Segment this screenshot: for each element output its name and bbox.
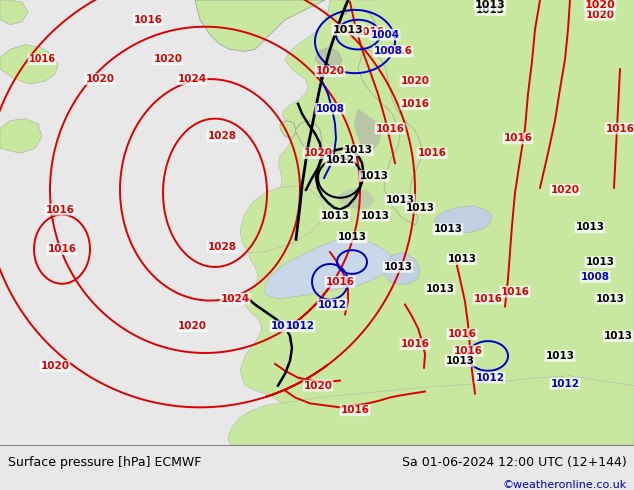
Text: 1012: 1012 xyxy=(476,373,505,383)
Bar xyxy=(380,0,634,247)
Polygon shape xyxy=(230,0,634,445)
Text: 1020: 1020 xyxy=(178,321,207,331)
Text: 1020: 1020 xyxy=(304,148,332,158)
Text: 1016: 1016 xyxy=(48,244,77,254)
Polygon shape xyxy=(240,186,325,252)
Polygon shape xyxy=(0,119,42,153)
Polygon shape xyxy=(0,45,58,84)
Text: 1013: 1013 xyxy=(337,232,366,242)
Text: 1008: 1008 xyxy=(373,47,403,56)
Text: 1012: 1012 xyxy=(271,321,299,331)
Text: 1020: 1020 xyxy=(585,0,616,10)
Polygon shape xyxy=(195,0,325,51)
Text: 1016: 1016 xyxy=(375,123,404,134)
Polygon shape xyxy=(385,252,420,285)
Text: 1020: 1020 xyxy=(586,10,614,20)
Text: 1013: 1013 xyxy=(385,195,415,205)
Polygon shape xyxy=(228,376,634,445)
Text: 1016: 1016 xyxy=(448,329,477,339)
Text: Surface pressure [hPa] ECMWF: Surface pressure [hPa] ECMWF xyxy=(8,456,201,468)
Text: 1020: 1020 xyxy=(316,66,344,76)
Text: 1012: 1012 xyxy=(325,155,354,165)
Text: 1016: 1016 xyxy=(29,54,56,64)
Text: 1016: 1016 xyxy=(500,287,529,296)
Text: 1016: 1016 xyxy=(46,205,75,215)
Text: 1012: 1012 xyxy=(318,299,347,310)
Text: 1013: 1013 xyxy=(425,284,455,294)
Text: 1013: 1013 xyxy=(384,262,413,272)
Text: 1016: 1016 xyxy=(503,133,533,144)
Polygon shape xyxy=(358,49,422,225)
Text: Sa 01-06-2024 12:00 UTC (12+144): Sa 01-06-2024 12:00 UTC (12+144) xyxy=(402,456,626,468)
Text: 1013: 1013 xyxy=(576,222,604,232)
Text: 1016: 1016 xyxy=(401,339,429,349)
Text: ©weatheronline.co.uk: ©weatheronline.co.uk xyxy=(502,480,626,490)
Text: 1020: 1020 xyxy=(153,54,183,64)
Text: 1012: 1012 xyxy=(550,379,579,389)
Polygon shape xyxy=(338,188,375,210)
Text: 1016: 1016 xyxy=(134,15,162,25)
Polygon shape xyxy=(280,121,296,138)
Text: 1004: 1004 xyxy=(370,29,399,40)
Text: 1013: 1013 xyxy=(434,224,462,234)
Polygon shape xyxy=(354,109,382,153)
Text: 1008: 1008 xyxy=(316,104,344,114)
Text: 1016: 1016 xyxy=(474,294,503,304)
Text: 1016: 1016 xyxy=(384,47,413,56)
Text: 1016: 1016 xyxy=(325,277,354,287)
Text: 1013: 1013 xyxy=(448,254,477,264)
Text: 1020: 1020 xyxy=(550,185,579,195)
Text: 1013: 1013 xyxy=(476,5,505,15)
Text: 1013: 1013 xyxy=(604,331,633,341)
Text: 1020: 1020 xyxy=(86,74,115,84)
Text: 1024: 1024 xyxy=(221,294,250,304)
Text: 1013: 1013 xyxy=(595,294,624,304)
Polygon shape xyxy=(338,10,375,35)
Text: 1012: 1012 xyxy=(285,321,314,331)
Polygon shape xyxy=(434,206,492,232)
Polygon shape xyxy=(295,121,322,153)
Text: 1016: 1016 xyxy=(453,346,482,356)
Text: 1016: 1016 xyxy=(340,405,370,416)
Text: 1016: 1016 xyxy=(418,148,446,158)
Text: 1016: 1016 xyxy=(401,99,429,109)
Text: 1016: 1016 xyxy=(356,26,384,37)
Text: 1013: 1013 xyxy=(406,203,434,213)
Polygon shape xyxy=(265,237,392,298)
Polygon shape xyxy=(0,0,28,24)
Text: 1013: 1013 xyxy=(545,351,574,361)
Text: 1013: 1013 xyxy=(359,171,389,181)
Text: 1020: 1020 xyxy=(41,361,70,371)
Text: 1024: 1024 xyxy=(178,74,207,84)
Text: 1013: 1013 xyxy=(361,211,389,220)
Text: 1020: 1020 xyxy=(401,76,429,86)
Text: 1013: 1013 xyxy=(321,211,349,220)
Text: 1008: 1008 xyxy=(581,272,609,282)
Text: 1028: 1028 xyxy=(207,242,236,252)
Text: 1013: 1013 xyxy=(446,356,474,366)
Text: 1013: 1013 xyxy=(586,257,614,267)
Text: 1028: 1028 xyxy=(207,131,236,142)
Text: 1013: 1013 xyxy=(344,145,373,155)
Text: 1013: 1013 xyxy=(475,0,505,10)
Text: 1020: 1020 xyxy=(304,381,332,391)
Polygon shape xyxy=(315,48,342,71)
Text: 1016: 1016 xyxy=(605,123,634,134)
Text: 1013: 1013 xyxy=(333,24,363,35)
